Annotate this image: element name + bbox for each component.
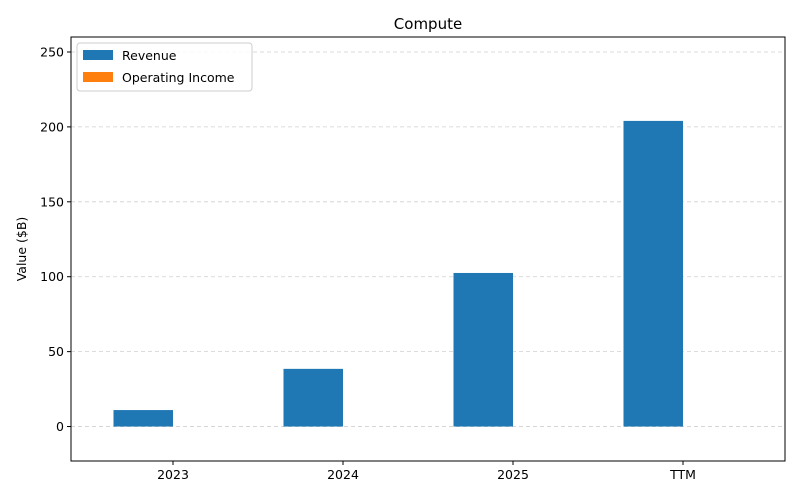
legend-swatch-revenue — [83, 50, 113, 60]
legend-swatch-operating-income — [83, 72, 113, 82]
y-tick-label: 150 — [40, 194, 64, 209]
bar-revenue-2025 — [453, 272, 513, 427]
legend-box — [76, 42, 253, 92]
bar-revenue-2023 — [113, 410, 173, 427]
x-tick-label: TTM — [669, 467, 696, 482]
y-tick-label: 250 — [40, 44, 64, 59]
x-tick-label: 2024 — [327, 467, 359, 482]
x-tick-label: 2025 — [497, 467, 529, 482]
bars — [113, 120, 683, 427]
y-tick-label: 100 — [40, 269, 64, 284]
y-tick-label: 0 — [56, 419, 64, 434]
y-axis-label: Value ($B) — [14, 217, 29, 282]
legend-label-revenue: Revenue — [122, 48, 177, 63]
x-axis-ticks: 2023 2024 2025 TTM — [157, 461, 696, 482]
x-tick-label: 2023 — [157, 467, 189, 482]
legend-label-operating-income: Operating Income — [122, 70, 235, 85]
y-axis-ticks: 0 50 100 150 200 250 — [40, 44, 71, 434]
plot-frame — [70, 36, 786, 462]
y-tick-label: 200 — [40, 119, 64, 134]
y-tick-label: 50 — [48, 344, 64, 359]
legend: Revenue Operating Income — [76, 42, 253, 92]
bar-revenue-2024 — [283, 368, 343, 427]
bar-revenue-ttm — [623, 120, 683, 427]
chart-title: Compute — [394, 15, 462, 33]
